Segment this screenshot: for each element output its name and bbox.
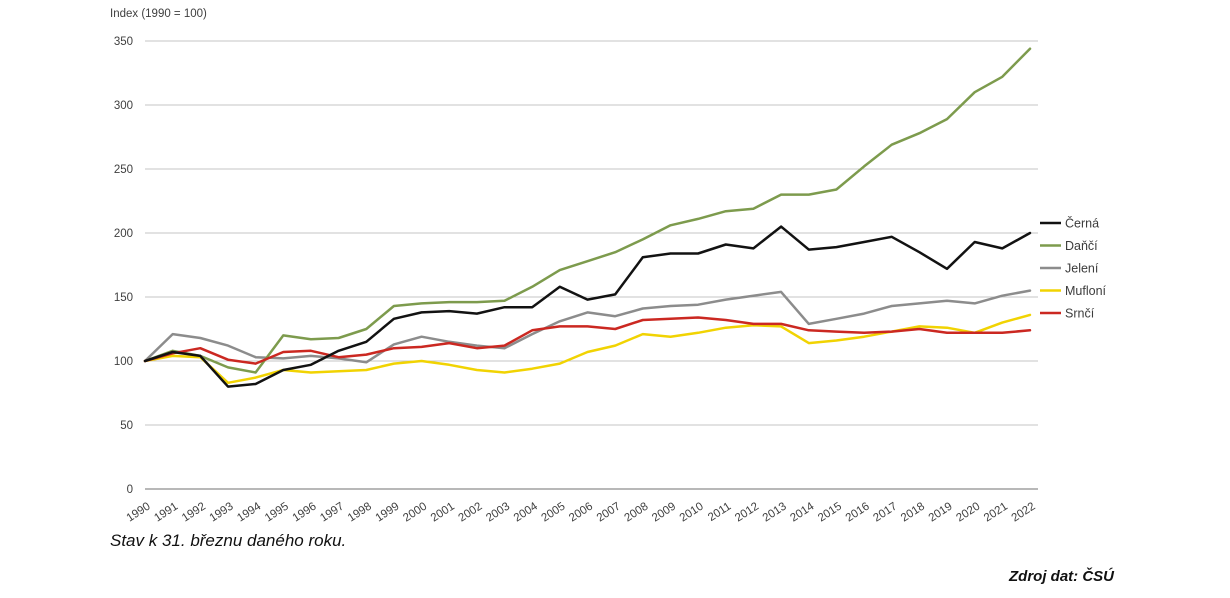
legend-label-cerna: Černá [1065, 216, 1099, 231]
y-tick-label: 100 [114, 356, 133, 368]
y-tick-label: 300 [114, 100, 133, 112]
series-line-jeleni [143, 289, 1032, 364]
series-line-mufloni [143, 313, 1032, 385]
legend-item-danci: Daňčí [1040, 239, 1098, 253]
series-line-cerna [143, 225, 1032, 388]
legend-item-jeleni: Jelení [1040, 262, 1099, 276]
chart-title: Index (1990 = 100) [110, 8, 207, 20]
legend-label-srnci: Srnčí [1065, 307, 1095, 321]
y-tick-label: 50 [120, 420, 133, 432]
y-tick-label: 200 [114, 228, 133, 240]
y-tick-label: 250 [114, 164, 133, 176]
series-line-srnci [143, 316, 1032, 365]
legend-item-srnci: Srnčí [1040, 307, 1095, 321]
legend-item-cerna: Černá [1040, 216, 1099, 231]
legend-label-mufloni: Mufloní [1065, 284, 1107, 298]
footnote: Stav k 31. březnu daného roku. [110, 531, 347, 550]
y-tick-label: 350 [114, 36, 133, 48]
legend-label-jeleni: Jelení [1065, 262, 1099, 276]
legend-label-danci: Daňčí [1065, 239, 1098, 253]
y-tick-label: 150 [114, 292, 133, 304]
source-note: Zdroj dat: ČSÚ [1009, 568, 1114, 585]
series-line-danci [143, 47, 1032, 374]
legend-item-mufloni: Mufloní [1040, 284, 1107, 298]
y-tick-label: 0 [127, 484, 133, 496]
